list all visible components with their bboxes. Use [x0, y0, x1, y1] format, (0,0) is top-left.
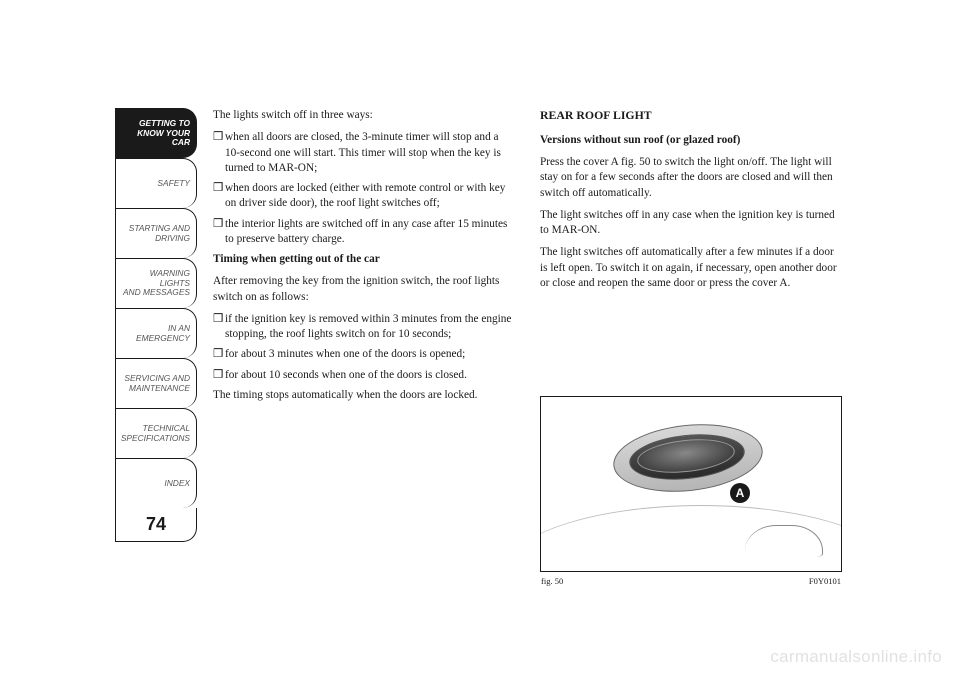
list-text: when doors are locked (either with remot… [225, 181, 516, 212]
bullet-icon: ❒ [213, 217, 225, 248]
paragraph: The light switches off in any case when … [540, 208, 843, 239]
nav-getting-to-know[interactable]: GETTING TOKNOW YOUR CAR [115, 108, 197, 158]
page-number: 74 [115, 508, 197, 542]
nav-label: STARTING ANDDRIVING [129, 224, 190, 243]
nav-technical[interactable]: TECHNICALSPECIFICATIONS [115, 408, 197, 458]
paragraph: The lights switch off in three ways: [213, 108, 516, 123]
bullet-icon: ❒ [213, 368, 225, 383]
list-text: the interior lights are switched off in … [225, 217, 516, 248]
paragraph: Press the cover A fig. 50 to switch the … [540, 155, 843, 201]
column-left: The lights switch off in three ways: ❒ w… [213, 108, 516, 410]
nav-label: TECHNICALSPECIFICATIONS [121, 424, 190, 443]
nav-index[interactable]: INDEX [115, 458, 197, 508]
subheading: Versions without sun roof (or glazed roo… [540, 133, 843, 148]
content-area: The lights switch off in three ways: ❒ w… [213, 108, 843, 410]
list-item: ❒ when doors are locked (either with rem… [213, 181, 516, 212]
nav-label: WARNING LIGHTSAND MESSAGES [119, 269, 190, 298]
bullet-icon: ❒ [213, 181, 225, 212]
list-item: ❒ if the ignition key is removed within … [213, 312, 516, 343]
nav-servicing[interactable]: SERVICING ANDMAINTENANCE [115, 358, 197, 408]
nav-label: GETTING TOKNOW YOUR CAR [119, 119, 190, 148]
bullet-icon: ❒ [213, 130, 225, 176]
bullet-icon: ❒ [213, 347, 225, 362]
subheading: Timing when getting out of the car [213, 252, 516, 267]
nav-label: SAFETY [157, 179, 190, 189]
bullet-icon: ❒ [213, 312, 225, 343]
nav-starting-driving[interactable]: STARTING ANDDRIVING [115, 208, 197, 258]
watermark: carmanualsonline.info [770, 647, 942, 667]
list-item: ❒ for about 3 minutes when one of the do… [213, 347, 516, 362]
paragraph: The light switches off automatically aft… [540, 245, 843, 291]
list-text: for about 10 seconds when one of the doo… [225, 368, 516, 383]
list-item: ❒ for about 10 seconds when one of the d… [213, 368, 516, 383]
figure-code: F0Y0101 [809, 576, 841, 586]
figure-rear-roof-light: A [540, 396, 842, 572]
list-item: ❒ the interior lights are switched off i… [213, 217, 516, 248]
list-text: when all doors are closed, the 3-minute … [225, 130, 516, 176]
paragraph: After removing the key from the ignition… [213, 274, 516, 305]
nav-emergency[interactable]: IN AN EMERGENCY [115, 308, 197, 358]
nav-warning-lights[interactable]: WARNING LIGHTSAND MESSAGES [115, 258, 197, 308]
page-number-value: 74 [146, 514, 166, 535]
grab-handle [745, 525, 823, 557]
figure-caption: fig. 50 F0Y0101 [540, 576, 842, 586]
list-text: for about 3 minutes when one of the door… [225, 347, 516, 362]
section-heading: REAR ROOF LIGHT [540, 108, 843, 124]
paragraph: The timing stops automatically when the … [213, 388, 516, 403]
column-right: REAR ROOF LIGHT Versions without sun roo… [540, 108, 843, 410]
side-nav: GETTING TOKNOW YOUR CAR SAFETY STARTING … [115, 108, 197, 542]
callout-label-a: A [730, 483, 750, 503]
list-item: ❒ when all doors are closed, the 3-minut… [213, 130, 516, 176]
list-text: if the ignition key is removed within 3 … [225, 312, 516, 343]
page: GETTING TOKNOW YOUR CAR SAFETY STARTING … [0, 0, 960, 679]
nav-safety[interactable]: SAFETY [115, 158, 197, 208]
nav-label: SERVICING ANDMAINTENANCE [124, 374, 190, 393]
nav-label: INDEX [164, 479, 190, 489]
nav-label: IN AN EMERGENCY [119, 324, 190, 343]
figure-number: fig. 50 [541, 576, 563, 586]
